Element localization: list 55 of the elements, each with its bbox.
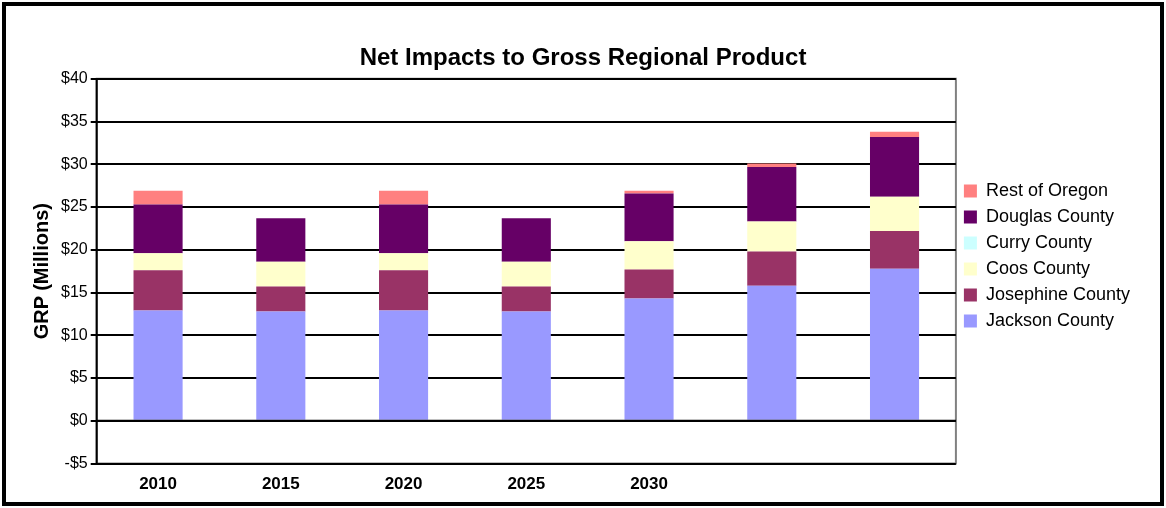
y-tick-label: $30 [60, 154, 88, 172]
x-tick-label: 2025 [507, 474, 546, 494]
bar [133, 190, 183, 205]
x-tick-label: 2020 [384, 474, 423, 494]
legend-label: Jackson County [985, 309, 1114, 330]
bar [501, 218, 551, 262]
y-tick-label: $0 [69, 411, 88, 429]
bar [379, 253, 429, 271]
bar [869, 231, 920, 269]
chart-title: Net Impacts to Gross Regional Product [359, 43, 807, 71]
bar [256, 261, 306, 287]
y-tick-label: $40 [60, 69, 88, 87]
bar [133, 204, 183, 254]
y-tick-label: $35 [60, 111, 88, 129]
bar [379, 310, 429, 420]
bar [379, 270, 429, 311]
legend-label: Josephine County [985, 283, 1131, 304]
bar [133, 270, 183, 311]
legend-label: Douglas County [985, 205, 1114, 226]
y-tick-label: -$5 [64, 454, 88, 472]
bar [747, 251, 797, 286]
y-tick-label: $15 [60, 282, 88, 300]
y-axis-title: GRP (Millions) [29, 203, 52, 340]
x-tick-label: 2010 [139, 474, 177, 494]
bar [747, 221, 797, 252]
bar [747, 285, 797, 420]
bar [379, 204, 429, 254]
y-tick-label: $5 [69, 368, 88, 386]
x-tick-label: 2030 [630, 474, 668, 494]
bar [869, 131, 920, 137]
bar [624, 298, 674, 420]
x-tick-label: 2015 [261, 474, 300, 494]
y-tick-label: $10 [60, 325, 88, 343]
bar [256, 286, 306, 312]
bar [256, 311, 306, 420]
bar [624, 269, 674, 299]
bar [624, 241, 674, 270]
bar [747, 163, 797, 167]
bar [624, 193, 674, 242]
bar [501, 286, 551, 312]
legend-label: Coos County [985, 257, 1090, 278]
bar [379, 190, 429, 205]
bar [747, 166, 797, 222]
bar [501, 311, 551, 420]
y-tick-label: $25 [60, 197, 88, 215]
bar [869, 196, 920, 232]
y-tick-label: $20 [60, 240, 88, 258]
bar [133, 253, 183, 271]
bar [133, 310, 183, 420]
bar [869, 268, 920, 420]
legend-label: Rest of Oregon [985, 179, 1108, 200]
bar [869, 136, 920, 197]
legend-label: Curry County [985, 231, 1092, 252]
bar [501, 261, 551, 287]
bar [256, 218, 306, 262]
